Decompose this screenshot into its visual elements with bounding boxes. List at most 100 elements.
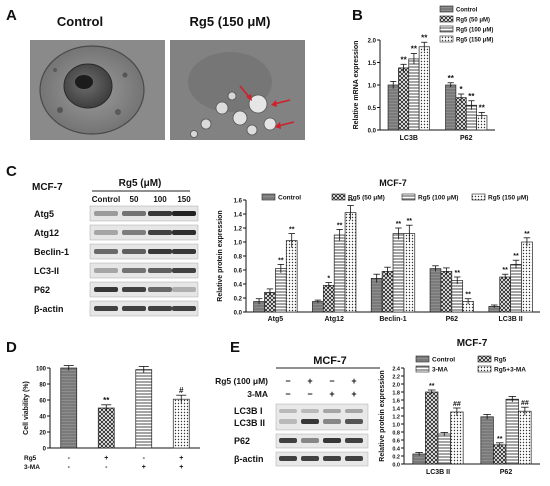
legend-swatch [401, 193, 416, 201]
category-label: LC3B II [426, 469, 450, 476]
bar [135, 369, 153, 449]
blot-row-label: LC3B II [234, 418, 265, 428]
bar [275, 268, 287, 313]
y-tick-label: 1.6 [392, 399, 400, 405]
blot-row-label: LC3B I [234, 406, 263, 416]
bar [451, 280, 464, 313]
condition-sign: - [68, 455, 71, 462]
panel-e: E MCF-7 Rg5 (100 μM) − + − +3-MA − − + + LC3B IL… [215, 338, 540, 476]
blot-band [172, 211, 196, 216]
significance-mark: ** [348, 199, 354, 206]
y-tick-label: 0.4 [234, 283, 243, 289]
bar [437, 433, 451, 465]
y-tick-label: 1.2 [234, 227, 243, 233]
blot-e-conditions: Rg5 (100 μM) − + − +3-MA − − + + [215, 376, 357, 399]
bar [333, 234, 346, 313]
bar [344, 212, 357, 313]
blot-band [323, 409, 341, 413]
legend-swatch [439, 25, 454, 33]
blot-row-label: LC3-II [34, 266, 59, 276]
bar [387, 84, 399, 131]
legend-swatch [439, 15, 454, 23]
category-label: LC3B II [499, 316, 523, 323]
blot-band [94, 249, 118, 254]
y-tick-label: 0.2 [392, 455, 400, 461]
significance-mark: ** [289, 227, 295, 234]
blot-band [148, 230, 172, 235]
blot-band [94, 268, 118, 273]
significance-mark: ** [465, 292, 471, 299]
legend-label: Rg5 (150 μM) [456, 38, 493, 44]
condition-label: 3-MA [247, 389, 268, 399]
y-tick-label: 2.4 [392, 367, 401, 373]
blot-band [345, 438, 363, 443]
legend-label: 3-MA [432, 367, 448, 374]
blot-band [172, 268, 196, 273]
bar [285, 240, 298, 313]
y-tick-label: 1.0 [234, 241, 243, 247]
y-tick-label: 60 [39, 399, 46, 405]
blot-band [148, 287, 172, 292]
arrow-annotation-3 [277, 121, 295, 127]
y-tick-label: 0.8 [234, 255, 243, 261]
legend-swatch [439, 5, 454, 13]
micrograph-control [30, 40, 165, 140]
category-label: Atg5 [268, 316, 284, 323]
category-label: P62 [460, 135, 473, 142]
panel-letter-b: B [352, 7, 363, 24]
micrograph-rg5 [170, 40, 305, 140]
blot-band [345, 409, 363, 413]
significance-mark: ** [103, 396, 110, 405]
significance-mark: ** [411, 45, 418, 54]
condition-sign: + [351, 389, 356, 399]
y-axis-label: Relative mRNA expression [353, 41, 360, 130]
bar [398, 67, 410, 131]
legend-swatch [471, 193, 486, 201]
condition-label: Rg5 [24, 455, 37, 462]
y-axis-label: Cell viability (%) [23, 381, 30, 435]
significance-mark: ** [400, 55, 407, 64]
significance-mark: ** [468, 92, 475, 101]
condition-sign: − [285, 376, 290, 386]
bar [499, 276, 511, 313]
legend-label: Rg5 (100 μM) [418, 195, 458, 202]
blot-row-label: β-actin [234, 454, 264, 464]
blot-row-label: P62 [234, 436, 250, 446]
blot-band [148, 268, 172, 273]
blot-band [301, 456, 319, 461]
legend-swatch [477, 355, 492, 363]
condition-sign: − [285, 389, 290, 399]
bar [518, 410, 532, 465]
chart-title: MCF-7 [457, 338, 488, 349]
panel-c: C MCF-7 Rg5 (μM) Control 50 100 150 Atg5Atg… [6, 163, 540, 323]
category-label: Beclin-1 [379, 316, 406, 323]
bar [60, 367, 78, 449]
bar [381, 271, 394, 313]
y-tick-label: 1.4 [392, 407, 401, 413]
chart-c-protein: 0.0 0.2 0.4 0.6 0.8 1.0 1.2 1.4 1.6 Relative prot… [217, 178, 540, 323]
blot-band [279, 409, 297, 413]
micrograph-title-control: Control [57, 14, 103, 29]
panel-letter-d: D [6, 339, 17, 356]
western-blot-c: Atg5 Atg12 Beclin-1 LC3-II P62 β-actin [34, 205, 199, 317]
blot-band [122, 268, 146, 273]
legend-label: Rg5 (50 μM) [456, 18, 490, 24]
bar [505, 398, 519, 465]
blot-band [301, 409, 319, 413]
western-blot-e: LC3B I LC3B II P62 β-actin [234, 403, 369, 467]
blot-band [94, 230, 118, 235]
y-tick-label: 20 [39, 431, 46, 437]
legend-label: Rg5 (100 μM) [456, 28, 493, 34]
condition-sign: + [329, 389, 334, 399]
bar [392, 233, 405, 313]
significance-mark: ** [421, 33, 428, 42]
significance-mark: ** [278, 257, 284, 264]
dose-label: 50 [130, 195, 139, 204]
y-tick-label: 0 [43, 447, 47, 453]
blot-strip [275, 403, 369, 431]
significance-mark: # [179, 386, 184, 395]
legend-label: Rg5+3-MA [494, 367, 526, 374]
blot-band [279, 456, 297, 461]
condition-sign: − [307, 389, 312, 399]
